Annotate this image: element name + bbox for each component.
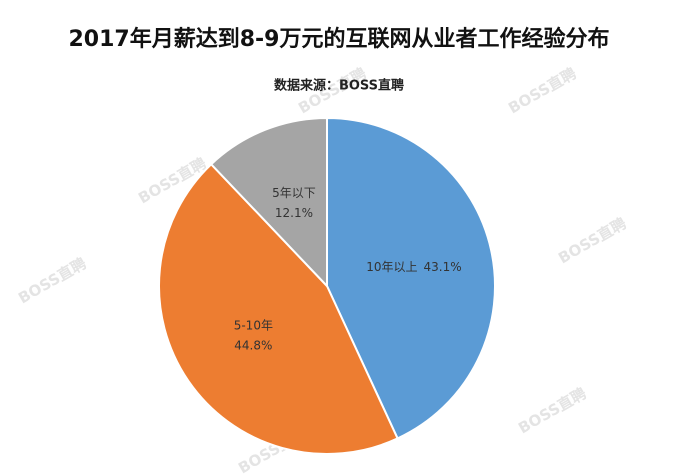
pie-slice xyxy=(209,116,328,289)
chart-subtitle: 数据来源：BOSS直聘 xyxy=(274,78,404,94)
pie-slice xyxy=(158,162,399,455)
slice-value-label: 44.8% xyxy=(234,339,272,353)
watermark: BOSS直聘 xyxy=(15,254,89,307)
slice-category: 5-10年 xyxy=(234,319,273,333)
pie-slice xyxy=(326,116,496,440)
watermark: BOSS直聘 xyxy=(505,64,579,117)
slice-category: 5年以下 xyxy=(272,186,316,200)
slice-label: 10年以上 43.1% xyxy=(366,259,461,273)
slice-value-label: 12.1% xyxy=(275,206,313,220)
slice-category: 10年以上 xyxy=(366,259,417,273)
chart-title: 2017年月薪达到8-9万元的互联网从业者工作经验分布 xyxy=(69,26,610,52)
pie: 10年以上 43.1% 5-10年 44.8% 5年以下 12.1% xyxy=(158,116,496,455)
watermark: BOSS直聘 xyxy=(515,384,589,437)
watermark: BOSS直聘 xyxy=(555,214,629,267)
slice-value-label: 43.1% xyxy=(424,259,462,273)
